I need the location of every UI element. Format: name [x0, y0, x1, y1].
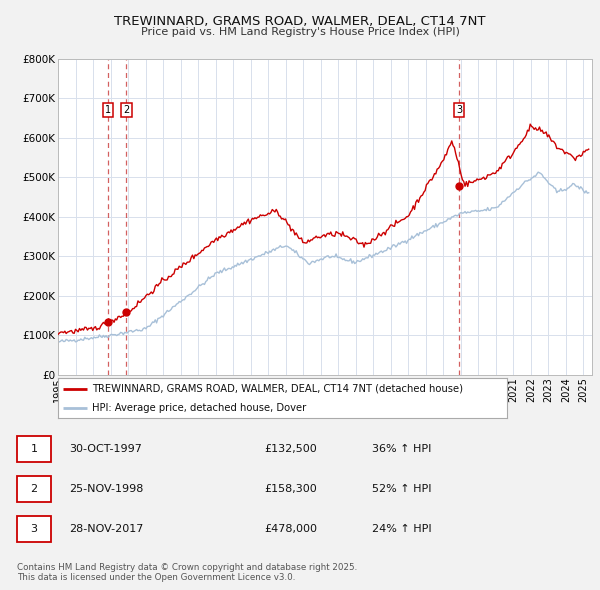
Text: 52% ↑ HPI: 52% ↑ HPI — [372, 484, 431, 494]
Text: 1: 1 — [104, 105, 111, 115]
Text: £158,300: £158,300 — [264, 484, 317, 494]
Text: Contains HM Land Registry data © Crown copyright and database right 2025.
This d: Contains HM Land Registry data © Crown c… — [17, 563, 357, 582]
Text: 2: 2 — [124, 105, 130, 115]
Text: Price paid vs. HM Land Registry's House Price Index (HPI): Price paid vs. HM Land Registry's House … — [140, 27, 460, 37]
Text: HPI: Average price, detached house, Dover: HPI: Average price, detached house, Dove… — [92, 403, 306, 412]
Text: TREWINNARD, GRAMS ROAD, WALMER, DEAL, CT14 7NT: TREWINNARD, GRAMS ROAD, WALMER, DEAL, CT… — [114, 15, 486, 28]
Text: TREWINNARD, GRAMS ROAD, WALMER, DEAL, CT14 7NT (detached house): TREWINNARD, GRAMS ROAD, WALMER, DEAL, CT… — [92, 384, 463, 394]
Text: £478,000: £478,000 — [264, 525, 317, 534]
Text: 3: 3 — [31, 525, 37, 534]
Text: 24% ↑ HPI: 24% ↑ HPI — [372, 525, 431, 534]
Text: £132,500: £132,500 — [264, 444, 317, 454]
Text: 3: 3 — [456, 105, 463, 115]
Text: 28-NOV-2017: 28-NOV-2017 — [69, 525, 143, 534]
Text: 30-OCT-1997: 30-OCT-1997 — [69, 444, 142, 454]
Text: 2: 2 — [31, 484, 37, 494]
Text: 1: 1 — [31, 444, 37, 454]
Text: 36% ↑ HPI: 36% ↑ HPI — [372, 444, 431, 454]
Text: 25-NOV-1998: 25-NOV-1998 — [69, 484, 143, 494]
